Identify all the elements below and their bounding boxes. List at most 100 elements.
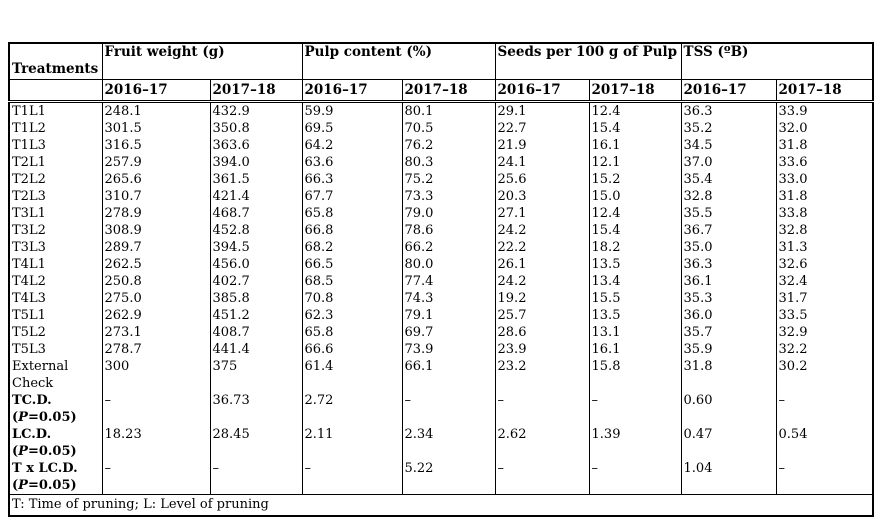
cell: 66.3 [301,171,403,188]
cell: 361.5 [209,171,303,188]
cell: 31.8 [775,137,874,154]
table-row: T3L1 278.9 468.7 65.8 79.0 27.1 12.4 35.5 33.8 [8,205,874,222]
cell: 408.7 [209,324,303,341]
cell: – [494,460,590,495]
table-row: T5L2 273.1 408.7 65.8 69.7 28.6 13.1 35.7 32.9 [8,324,874,341]
cell: 12.4 [588,205,682,222]
cell: 456.0 [209,256,303,273]
cell: 28.6 [494,324,590,341]
cell: 1.04 [680,460,777,495]
row-label: T4L1 [8,256,103,273]
cell: 70.5 [401,120,496,137]
cell: – [588,392,682,426]
cell: 33.9 [775,101,874,120]
cell: 33.8 [775,205,874,222]
cell: 35.4 [680,171,777,188]
cell: – [775,392,874,426]
cell: 35.9 [680,341,777,358]
cell: 13.4 [588,273,682,290]
cell: 350.8 [209,120,303,137]
cell: 2.11 [301,426,403,460]
cell: 32.8 [775,222,874,239]
cell: 15.0 [588,188,682,205]
cell: 15.4 [588,120,682,137]
cell: 5.22 [401,460,496,495]
cell: 33.5 [775,307,874,324]
cell: 27.1 [494,205,590,222]
cell: 301.5 [101,120,211,137]
cell: 24.2 [494,273,590,290]
cell: 13.5 [588,307,682,324]
cell: 441.4 [209,341,303,358]
table-row: T4L3 275.0 385.8 70.8 74.3 19.2 15.5 35.3 31.7 [8,290,874,307]
row-label: LC.D. (P=0.05) [8,426,103,460]
cell: 66.8 [301,222,403,239]
table-row: T5L3 278.7 441.4 66.6 73.9 23.9 16.1 35.9 32.2 [8,341,874,358]
table-footnote: T: Time of pruning; L: Level of pruning [8,494,874,516]
table-row: T1L2 301.5 350.8 69.5 70.5 22.7 15.4 35.2 32.0 [8,120,874,137]
cell: 22.2 [494,239,590,256]
cell: 76.2 [401,137,496,154]
year-header-2-1: 2017–18 [588,79,682,103]
row-label: T1L1 [8,101,103,120]
results-table: Treatments Fruit weight (g) Pulp content (… [8,42,875,517]
column-group-header-2: Seeds per 100 g of Pulp [494,43,682,80]
cell: 35.7 [680,324,777,341]
table-row: T4L1 262.5 456.0 66.5 80.0 26.1 13.5 36.3 32.6 [8,256,874,273]
cell: – [101,460,211,495]
table-row: LC.D. (P=0.05) 18.23 28.45 2.11 2.34 2.62 1.39 0… [8,426,874,460]
cell: – [494,392,590,426]
cell: 32.8 [680,188,777,205]
cell: 257.9 [101,154,211,171]
column-header-treatments: Treatments [8,43,103,80]
table-head: Treatments Fruit weight (g) Pulp content (… [8,43,874,103]
cell: 13.1 [588,324,682,341]
cell: 0.54 [775,426,874,460]
cell: 421.4 [209,188,303,205]
cell: 66.6 [301,341,403,358]
cell: – [775,460,874,495]
cell: 78.6 [401,222,496,239]
cell: 13.5 [588,256,682,273]
cell: 66.1 [401,358,496,392]
cell: 36.3 [680,256,777,273]
cell: 73.9 [401,341,496,358]
cell: 452.8 [209,222,303,239]
table-row: T2L2 265.6 361.5 66.3 75.2 25.6 15.2 35.4 33.0 [8,171,874,188]
cell: 32.2 [775,341,874,358]
cell: 24.1 [494,154,590,171]
cell: 75.2 [401,171,496,188]
row-label: T2L3 [8,188,103,205]
row-label: T3L1 [8,205,103,222]
cell: 36.73 [209,392,303,426]
cell: 0.60 [680,392,777,426]
row-label: T5L3 [8,341,103,358]
row-label: T1L3 [8,137,103,154]
row-label: T5L2 [8,324,103,341]
cell: 248.1 [101,101,211,120]
cell: 29.1 [494,101,590,120]
cell: 273.1 [101,324,211,341]
table-row: T x LC.D. (P=0.05) – – –5.22– –1.04– [8,460,874,495]
cell: 22.7 [494,120,590,137]
cell: 31.7 [775,290,874,307]
cell: 77.4 [401,273,496,290]
table-row: T2L1 257.9 394.0 63.6 80.3 24.1 12.1 37.0 33.6 [8,154,874,171]
cell: – [401,392,496,426]
table-row: T5L1 262.9 451.2 62.3 79.1 25.7 13.5 36.0 33.5 [8,307,874,324]
cell: 30.2 [775,358,874,392]
cell: 33.0 [775,171,874,188]
cell: 2.62 [494,426,590,460]
cell: 73.3 [401,188,496,205]
cell: 32.9 [775,324,874,341]
cell: 61.4 [301,358,403,392]
cell: 394.5 [209,239,303,256]
cell: 23.9 [494,341,590,358]
cell: 2.72 [301,392,403,426]
cell: 375 [209,358,303,392]
cell: 26.1 [494,256,590,273]
cell: – [209,460,303,495]
cell: 31.8 [680,358,777,392]
cell: 385.8 [209,290,303,307]
cell: – [101,392,211,426]
